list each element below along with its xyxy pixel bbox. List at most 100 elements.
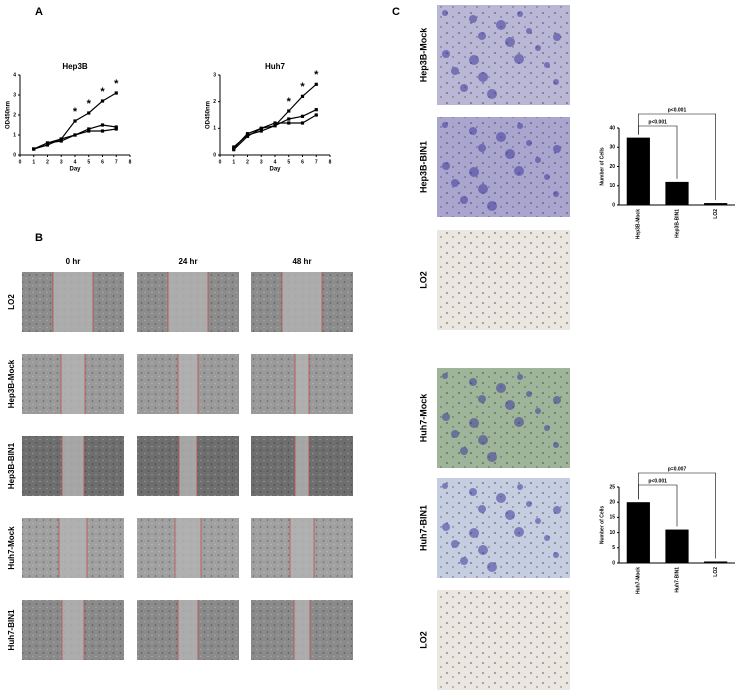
stained-cell — [478, 144, 486, 152]
row-label: LO2 — [7, 294, 16, 310]
point — [300, 121, 305, 125]
point — [87, 129, 91, 133]
x-tick-label: LO2 — [713, 209, 719, 219]
stained-cell — [469, 15, 477, 23]
x-tick-label: 5 — [87, 159, 90, 165]
point — [300, 114, 305, 118]
x-tick-label: 4 — [74, 159, 77, 165]
stained-cell — [526, 391, 532, 397]
stained-cell — [451, 179, 459, 187]
scratch-gap — [62, 436, 84, 496]
scratch-gap — [294, 600, 310, 660]
stained-cell — [526, 140, 532, 146]
point — [245, 132, 250, 136]
stained-cell — [553, 79, 559, 85]
stained-cell — [478, 545, 488, 555]
stained-cell — [553, 506, 561, 514]
stained-cell — [496, 383, 506, 393]
stained-cell — [442, 373, 448, 379]
point — [273, 124, 277, 128]
panel-label: B — [35, 232, 43, 244]
y-tick-label: 0 — [612, 202, 615, 208]
stained-cell — [478, 395, 486, 403]
y-tick-label: 1 — [13, 132, 16, 138]
x-tick-label: Huh7-Mock — [636, 567, 642, 594]
y-axis-label: Number of Cells — [599, 147, 605, 186]
x-tick-label: 3 — [260, 159, 263, 165]
scratch-gap — [290, 518, 314, 578]
row-label: Hep3B-Mock — [418, 27, 428, 83]
stained-cell — [460, 84, 468, 92]
image-texture — [437, 117, 570, 217]
x-tick-label: 6 — [101, 159, 104, 165]
point — [45, 141, 50, 145]
bar — [626, 502, 650, 563]
panel-label: A — [35, 6, 43, 18]
x-tick-label: 8 — [129, 159, 132, 165]
stained-cell — [544, 62, 550, 68]
x-tick-label: Huh7-BIN1 — [674, 567, 680, 593]
y-tick-label: 25 — [609, 484, 615, 490]
y-tick-label: 5 — [612, 545, 615, 551]
stained-cell — [469, 528, 479, 538]
bracket — [638, 113, 716, 201]
x-tick-label: Hep3B-Mock — [636, 209, 642, 240]
panel-label: C — [392, 6, 400, 18]
point — [287, 121, 291, 125]
y-axis-label: OD450nm — [6, 101, 12, 129]
point — [314, 82, 318, 86]
stained-cell — [553, 552, 559, 558]
stained-cell — [487, 562, 497, 572]
y-tick-label: 0 — [13, 152, 16, 158]
scratch-gap — [53, 272, 93, 332]
stained-cell — [553, 191, 559, 197]
row-label: Hep3B-Mock — [7, 359, 16, 408]
row-label: Hep3B-BIN1 — [418, 141, 428, 193]
x-tick-label: 8 — [329, 159, 332, 165]
significance: * — [114, 78, 119, 90]
stained-cell — [496, 20, 506, 30]
x-tick-label: 0 — [19, 159, 22, 165]
scratch-gap — [295, 436, 309, 496]
stained-cell — [517, 374, 523, 380]
point — [114, 91, 118, 95]
row-label: Hep3B-BIN1 — [7, 442, 16, 489]
stained-cell — [478, 72, 488, 82]
scratch-gap — [178, 600, 198, 660]
stained-cell — [517, 11, 523, 17]
y-tick-label: 3 — [213, 72, 216, 78]
point — [73, 133, 77, 137]
p-value: p<0.001 — [648, 478, 667, 484]
x-tick-label: 0 — [219, 159, 222, 165]
x-tick-label: Hep3B-BIN1 — [674, 209, 680, 238]
stained-cell — [478, 32, 486, 40]
significance: * — [314, 69, 319, 81]
y-tick-label: 40 — [609, 125, 615, 131]
stained-cell — [544, 425, 550, 431]
scratch-gap — [178, 354, 198, 414]
stained-cell — [460, 557, 468, 565]
stained-cell — [442, 483, 448, 489]
stained-cell — [451, 430, 459, 438]
point — [259, 126, 263, 130]
significance: * — [87, 98, 92, 110]
point — [87, 127, 91, 131]
scratch-gap — [168, 272, 208, 332]
stained-cell — [442, 50, 450, 58]
point — [273, 121, 277, 125]
x-tick-label: LO2 — [713, 567, 719, 577]
stained-cell — [517, 123, 523, 129]
stained-cell — [451, 540, 459, 548]
image-texture — [437, 368, 570, 468]
stained-cell — [514, 166, 524, 176]
y-tick-label: 2 — [213, 99, 216, 105]
image-texture — [437, 230, 570, 330]
y-tick-label: 0 — [612, 560, 615, 566]
image-texture — [437, 5, 570, 105]
p-value: p<0.001 — [648, 119, 667, 125]
x-tick-label: 4 — [274, 159, 277, 165]
point — [232, 148, 236, 152]
x-tick-label: 1 — [232, 159, 235, 165]
x-axis-label: Day — [269, 167, 281, 173]
